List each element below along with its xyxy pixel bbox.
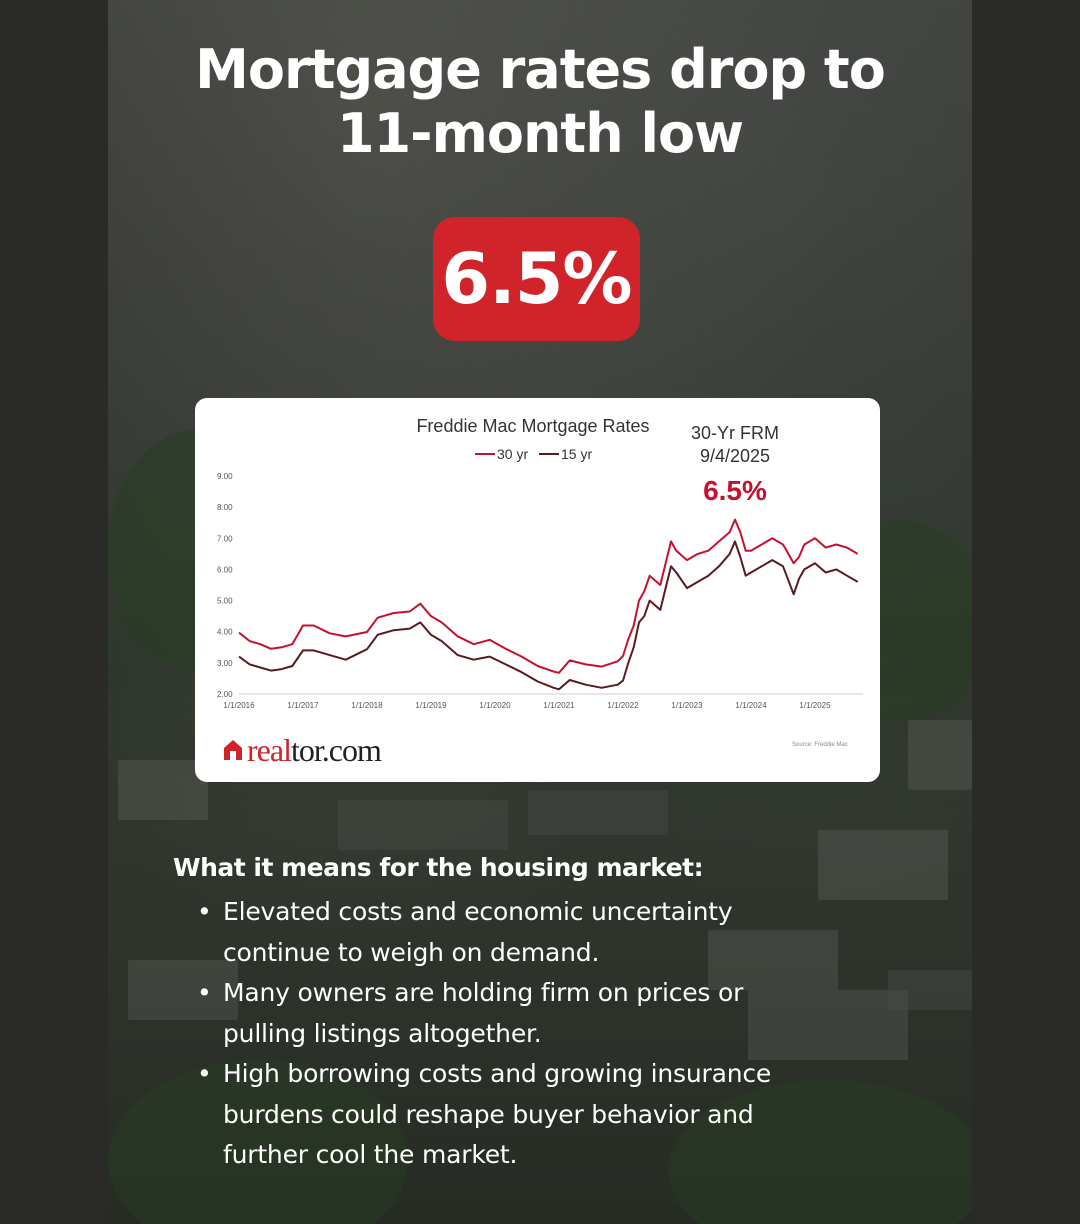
right-letterbox bbox=[972, 0, 1080, 1224]
x-tick-label: 1/1/2017 bbox=[287, 701, 319, 710]
bullet-dot-icon: • bbox=[197, 978, 212, 1007]
annotation-value: 6.5% bbox=[703, 475, 767, 506]
x-tick-label: 1/1/2019 bbox=[415, 701, 447, 710]
backdrop-roof bbox=[338, 800, 508, 850]
mortgage-rate-chart: Freddie Mac Mortgage Rates 30 yr 15 yr 2.00… bbox=[217, 416, 863, 710]
series-line-30-yr bbox=[238, 518, 859, 674]
series-line-15-yr bbox=[238, 540, 859, 691]
x-tick-label: 1/1/2023 bbox=[671, 701, 703, 710]
x-tick-label: 1/1/2020 bbox=[479, 701, 511, 710]
bullet-line: pulling listings altogether. bbox=[223, 1018, 542, 1048]
left-letterbox bbox=[0, 0, 108, 1224]
headline: Mortgage rates drop to 11-month low bbox=[108, 38, 972, 166]
backdrop-roof bbox=[528, 790, 668, 835]
chart-title: Freddie Mac Mortgage Rates bbox=[416, 416, 649, 436]
bullet-line: burdens could reshape buyer behavior and bbox=[223, 1099, 754, 1129]
backdrop-house bbox=[908, 720, 972, 790]
y-tick-label: 9.00 bbox=[217, 472, 233, 481]
y-tick-label: 2.00 bbox=[217, 690, 233, 699]
y-tick-label: 4.00 bbox=[217, 628, 233, 637]
bullet-dot-icon: • bbox=[197, 897, 212, 926]
headline-line-1: Mortgage rates drop to bbox=[195, 38, 886, 101]
x-tick-label: 1/1/2022 bbox=[607, 701, 639, 710]
backdrop-house bbox=[708, 930, 838, 990]
backdrop-house bbox=[748, 990, 908, 1060]
legend-label: 30 yr bbox=[497, 446, 528, 462]
headline-line-2: 11-month low bbox=[337, 102, 744, 165]
logo-text-dark: tor.com bbox=[290, 731, 382, 768]
logo-wordmark: realtor.com bbox=[247, 731, 382, 769]
y-tick-label: 7.00 bbox=[217, 534, 233, 543]
y-tick-label: 6.00 bbox=[217, 565, 233, 574]
backdrop-house bbox=[128, 960, 238, 1020]
chart-source: Source: Freddie Mac bbox=[792, 742, 848, 748]
x-tick-label: 1/1/2025 bbox=[799, 701, 831, 710]
bullet-dot-icon: • bbox=[197, 1059, 212, 1088]
x-tick-label: 1/1/2024 bbox=[735, 701, 767, 710]
bullet-line: further cool the market. bbox=[223, 1140, 518, 1169]
bullet-line: Many owners are holding firm on prices o… bbox=[223, 978, 744, 1007]
x-tick-label: 1/1/2021 bbox=[543, 701, 575, 710]
y-tick-label: 8.00 bbox=[217, 503, 233, 512]
bullet-line: Elevated costs and economic uncertainty bbox=[223, 897, 733, 926]
house-icon bbox=[223, 739, 243, 761]
annotation-label: 30-Yr FRM bbox=[691, 423, 779, 443]
bullet-line: High borrowing costs and growing insuran… bbox=[223, 1059, 772, 1088]
list-item: • Elevated costs and economic uncertainty… bbox=[173, 892, 933, 973]
chart-card: Freddie Mac Mortgage Rates 30 yr 15 yr 2.00… bbox=[195, 398, 880, 782]
backdrop-trees bbox=[108, 1060, 408, 1224]
annotation-date: 9/4/2025 bbox=[700, 446, 770, 466]
list-item: • High borrowing costs and growing insura… bbox=[173, 1054, 933, 1176]
housing-market-notes: What it means for the housing market: • E… bbox=[173, 850, 933, 1176]
x-tick-label: 1/1/2018 bbox=[351, 701, 383, 710]
realtor-logo: realtor.com bbox=[223, 731, 382, 769]
list-item: • Many owners are holding firm on prices … bbox=[173, 973, 933, 1054]
y-tick-label: 3.00 bbox=[217, 659, 233, 668]
rate-badge: 6.5% bbox=[433, 217, 640, 341]
backdrop-house bbox=[118, 760, 208, 820]
backdrop-roof bbox=[888, 970, 972, 1010]
notes-heading: What it means for the housing market: bbox=[173, 853, 704, 882]
y-tick-label: 5.00 bbox=[217, 597, 233, 606]
logo-text-red: real bbox=[247, 731, 292, 768]
x-tick-label: 1/1/2016 bbox=[223, 701, 255, 710]
backdrop-house bbox=[818, 830, 948, 900]
post-image: Mortgage rates drop to 11-month low 6.5%… bbox=[108, 0, 972, 1224]
backdrop-trees bbox=[668, 1080, 972, 1224]
legend-label: 15 yr bbox=[561, 446, 592, 462]
notes-list: • Elevated costs and economic uncertainty… bbox=[173, 892, 933, 1176]
bullet-line: continue to weigh on demand. bbox=[223, 937, 600, 967]
